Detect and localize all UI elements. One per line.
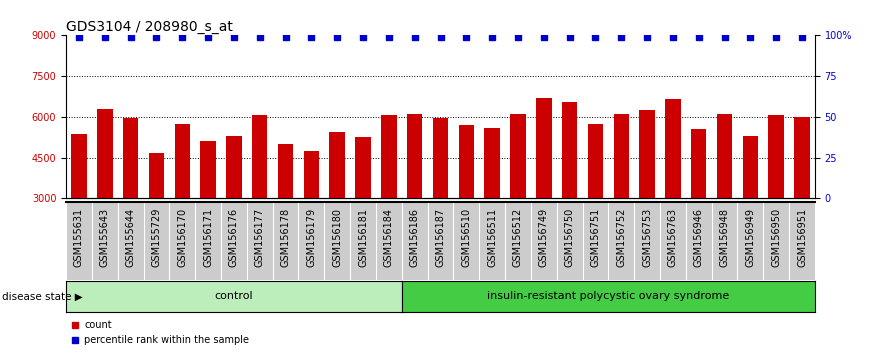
Legend: count, percentile rank within the sample: count, percentile rank within the sample	[67, 316, 253, 349]
Text: GSM156753: GSM156753	[642, 208, 652, 267]
Bar	[536, 98, 552, 280]
Bar	[252, 115, 268, 280]
Bar	[97, 109, 113, 280]
Text: GSM156752: GSM156752	[616, 208, 626, 267]
Bar	[407, 114, 422, 280]
Text: GSM155643: GSM155643	[100, 208, 110, 267]
Text: GSM156186: GSM156186	[410, 208, 419, 267]
Bar	[200, 141, 216, 280]
Bar	[174, 124, 190, 280]
Bar	[71, 135, 86, 280]
Text: GSM156946: GSM156946	[693, 208, 704, 267]
Text: GSM156177: GSM156177	[255, 208, 265, 267]
Text: GSM156171: GSM156171	[204, 208, 213, 267]
Text: GSM155644: GSM155644	[126, 208, 136, 267]
Bar	[278, 144, 293, 280]
Text: GSM156951: GSM156951	[797, 208, 807, 267]
Bar	[304, 151, 319, 280]
Text: GSM156750: GSM156750	[565, 208, 574, 267]
Bar	[691, 129, 707, 280]
Text: GSM156948: GSM156948	[720, 208, 729, 267]
Text: GSM156751: GSM156751	[590, 208, 601, 267]
Bar	[743, 136, 759, 280]
Text: GSM156184: GSM156184	[384, 208, 394, 267]
Bar	[122, 118, 138, 280]
Text: GSM155631: GSM155631	[74, 208, 84, 267]
Bar	[381, 115, 396, 280]
Text: control: control	[215, 291, 253, 302]
Bar	[459, 125, 474, 280]
Bar	[433, 118, 448, 280]
Bar	[355, 137, 371, 280]
Bar	[665, 99, 681, 280]
Text: GSM156950: GSM156950	[771, 208, 781, 267]
Bar	[795, 117, 810, 280]
Bar	[329, 132, 345, 280]
Text: GSM156187: GSM156187	[435, 208, 446, 267]
Text: GSM156511: GSM156511	[487, 208, 497, 267]
Text: GDS3104 / 208980_s_at: GDS3104 / 208980_s_at	[66, 21, 233, 34]
Text: GSM156763: GSM156763	[668, 208, 677, 267]
Text: GSM155729: GSM155729	[152, 208, 161, 267]
Text: GSM156949: GSM156949	[745, 208, 755, 267]
Text: GSM156749: GSM156749	[539, 208, 549, 267]
Bar	[717, 114, 732, 280]
Bar	[149, 154, 164, 280]
Text: GSM156176: GSM156176	[229, 208, 239, 267]
Text: GSM156512: GSM156512	[513, 208, 523, 267]
Text: GSM156180: GSM156180	[332, 208, 342, 267]
Bar	[485, 128, 500, 280]
Bar	[226, 136, 241, 280]
Text: GSM156170: GSM156170	[177, 208, 188, 267]
Text: GSM156178: GSM156178	[280, 208, 291, 267]
Bar	[588, 124, 603, 280]
Bar	[562, 102, 577, 280]
Text: GSM156181: GSM156181	[358, 208, 368, 267]
Bar	[640, 110, 655, 280]
Bar	[768, 115, 784, 280]
Bar	[510, 114, 526, 280]
Text: GSM156179: GSM156179	[307, 208, 316, 267]
Bar	[613, 114, 629, 280]
Text: disease state ▶: disease state ▶	[2, 291, 83, 302]
Text: insulin-resistant polycystic ovary syndrome: insulin-resistant polycystic ovary syndr…	[487, 291, 729, 302]
Text: GSM156510: GSM156510	[462, 208, 471, 267]
